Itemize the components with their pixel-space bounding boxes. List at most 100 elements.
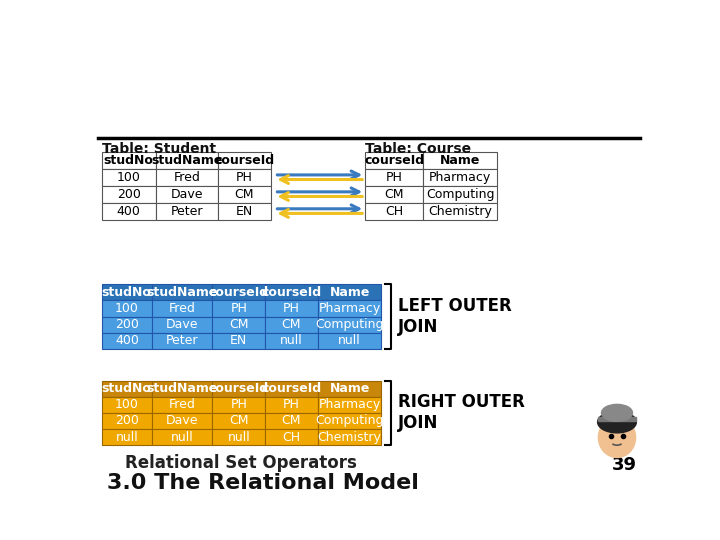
Bar (423, 186, 497, 202)
Bar (423, 202, 497, 220)
Text: EN: EN (235, 205, 253, 218)
Bar (212, 300, 265, 316)
Bar (212, 333, 265, 349)
Text: Chemistry: Chemistry (428, 205, 492, 218)
Bar (218, 168, 271, 186)
Text: Table: Course: Table: Course (365, 142, 472, 156)
Text: 400: 400 (117, 205, 140, 218)
Text: courseId: courseId (261, 382, 322, 395)
Text: 200: 200 (115, 318, 139, 331)
Ellipse shape (601, 404, 632, 421)
Bar (365, 202, 423, 220)
Bar (152, 284, 212, 300)
Text: Name: Name (440, 154, 480, 167)
Bar (265, 429, 318, 445)
Bar (152, 397, 212, 413)
Text: Computing: Computing (426, 188, 495, 201)
Bar (318, 333, 382, 349)
Bar (423, 168, 497, 186)
Text: studNo: studNo (102, 382, 152, 395)
Text: Computing: Computing (315, 414, 384, 428)
Text: Pharmacy: Pharmacy (318, 399, 381, 411)
Text: PH: PH (230, 302, 247, 315)
Text: PH: PH (283, 302, 300, 315)
Text: CM: CM (229, 414, 248, 428)
Bar (212, 316, 265, 333)
Bar (102, 300, 152, 316)
Bar (318, 300, 382, 316)
Text: 100: 100 (115, 399, 139, 411)
Bar (318, 413, 382, 429)
Text: 400: 400 (115, 334, 139, 347)
Text: courseId: courseId (261, 286, 322, 299)
Text: studNo: studNo (104, 154, 153, 167)
Text: Name: Name (330, 382, 370, 395)
Text: Peter: Peter (166, 334, 199, 347)
Bar (102, 186, 156, 202)
Bar (265, 300, 318, 316)
Bar (218, 152, 271, 168)
Text: Dave: Dave (171, 188, 203, 201)
Bar (102, 168, 156, 186)
Bar (102, 397, 152, 413)
Text: Dave: Dave (166, 318, 199, 331)
Bar (102, 381, 152, 397)
Text: CM: CM (282, 414, 301, 428)
Bar (318, 397, 382, 413)
Bar (156, 152, 218, 168)
Ellipse shape (598, 417, 636, 457)
Text: null: null (171, 430, 194, 443)
Bar (423, 152, 497, 168)
Bar (102, 202, 156, 220)
Bar (212, 381, 265, 397)
Text: null: null (280, 334, 303, 347)
Text: studName: studName (151, 154, 222, 167)
Bar (265, 413, 318, 429)
Text: 39: 39 (611, 456, 636, 475)
Bar (365, 152, 423, 168)
Text: CM: CM (282, 318, 301, 331)
Text: Dave: Dave (166, 414, 199, 428)
Text: Fred: Fred (168, 399, 196, 411)
Text: Relational Set Operators: Relational Set Operators (125, 455, 356, 472)
Bar (102, 333, 152, 349)
Text: PH: PH (230, 399, 247, 411)
Bar (102, 316, 152, 333)
Bar (265, 397, 318, 413)
Text: CH: CH (385, 205, 403, 218)
Text: Pharmacy: Pharmacy (318, 302, 381, 315)
Text: LEFT OUTER
JOIN: LEFT OUTER JOIN (397, 297, 511, 336)
Bar (598, 417, 636, 421)
Text: Name: Name (330, 286, 370, 299)
Bar (156, 186, 218, 202)
Text: 200: 200 (115, 414, 139, 428)
Bar (152, 381, 212, 397)
Bar (318, 284, 382, 300)
Text: Pharmacy: Pharmacy (429, 171, 491, 184)
Ellipse shape (598, 411, 636, 433)
Bar (152, 316, 212, 333)
Text: CM: CM (229, 318, 248, 331)
Text: Table: Student: Table: Student (102, 142, 216, 156)
Bar (265, 333, 318, 349)
Text: 200: 200 (117, 188, 140, 201)
Bar (102, 284, 152, 300)
Bar (318, 429, 382, 445)
Text: PH: PH (235, 171, 253, 184)
Bar (318, 381, 382, 397)
Text: studName: studName (147, 382, 218, 395)
Text: Chemistry: Chemistry (318, 430, 382, 443)
Text: 100: 100 (117, 171, 140, 184)
Text: PH: PH (283, 399, 300, 411)
Text: Fred: Fred (168, 302, 196, 315)
Bar (156, 202, 218, 220)
Text: Fred: Fred (174, 171, 200, 184)
Bar (218, 202, 271, 220)
Text: courseId: courseId (214, 154, 274, 167)
Bar (102, 152, 156, 168)
Text: 3.0 The Relational Model: 3.0 The Relational Model (107, 473, 419, 493)
Bar (152, 300, 212, 316)
Text: RIGHT OUTER
JOIN: RIGHT OUTER JOIN (397, 394, 525, 432)
Text: null: null (228, 430, 250, 443)
Bar (212, 413, 265, 429)
